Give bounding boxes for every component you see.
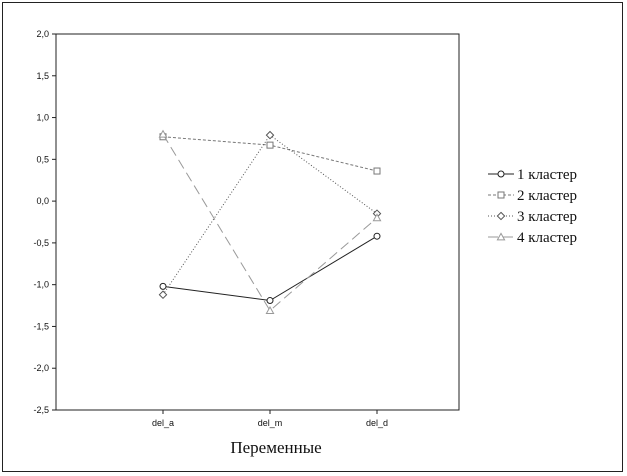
y-tick-label: -2,0 bbox=[33, 363, 49, 373]
legend-label-4: 4 кластер bbox=[517, 230, 577, 246]
legend-entry-3: 3 кластер bbox=[488, 209, 577, 225]
plot-area bbox=[55, 33, 460, 411]
y-tick-label: -1,0 bbox=[33, 280, 49, 290]
legend: 1 кластер 2 кластер 3 кластер 4 кластер bbox=[488, 167, 577, 246]
y-tick-label: 0,5 bbox=[36, 154, 49, 164]
series-2 bbox=[159, 133, 381, 175]
series-layer bbox=[158, 129, 382, 314]
legend-marker-4 bbox=[496, 232, 506, 241]
y-tick-label: 2,0 bbox=[36, 29, 49, 39]
series-3 bbox=[158, 130, 382, 300]
series-4-line bbox=[162, 134, 378, 312]
legend-entry-1: 1 кластер bbox=[488, 167, 577, 183]
series-1-point bbox=[373, 232, 381, 240]
y-tick-label: -1,5 bbox=[33, 321, 49, 331]
series-1 bbox=[159, 232, 381, 305]
y-tick-label: 1,5 bbox=[36, 71, 49, 81]
x-tick-label: del_m bbox=[258, 418, 283, 428]
y-tick-label: 0,0 bbox=[36, 196, 49, 206]
series-2-point bbox=[266, 141, 274, 149]
legend-label-2: 2 кластер bbox=[517, 188, 577, 204]
x-axis: del_a del_m del_d bbox=[152, 410, 388, 428]
y-tick-label: 1,0 bbox=[36, 113, 49, 123]
series-4-point bbox=[158, 129, 168, 138]
series-4-point bbox=[372, 213, 382, 222]
legend-label-3: 3 кластер bbox=[517, 209, 577, 225]
series-4 bbox=[158, 129, 382, 314]
series-4-point bbox=[265, 305, 275, 314]
y-tick-label: -2,5 bbox=[33, 405, 49, 415]
chart-frame bbox=[2, 2, 623, 472]
series-3-line bbox=[162, 134, 378, 295]
legend-label-1: 1 кластер bbox=[517, 167, 577, 183]
x-axis-title: Переменные bbox=[230, 438, 321, 457]
legend-marker-2 bbox=[497, 191, 505, 199]
legend-entry-2: 2 кластер bbox=[488, 188, 577, 204]
legend-marker-1 bbox=[497, 170, 505, 178]
series-3-point bbox=[158, 290, 168, 300]
series-1-point bbox=[159, 282, 167, 290]
legend-entry-4: 4 кластер bbox=[488, 230, 577, 246]
legend-marker-3 bbox=[496, 211, 506, 221]
series-3-point bbox=[265, 130, 275, 140]
x-tick-label: del_d bbox=[366, 418, 388, 428]
y-tick-label: -0,5 bbox=[33, 238, 49, 248]
x-tick-label: del_a bbox=[152, 418, 174, 428]
series-1-point bbox=[266, 297, 274, 305]
series-2-point bbox=[373, 167, 381, 175]
y-axis: 2,0 1,5 1,0 0,5 0,0 -0,5 -1,0 -1,5 -2,0 -2,5 bbox=[33, 29, 56, 415]
